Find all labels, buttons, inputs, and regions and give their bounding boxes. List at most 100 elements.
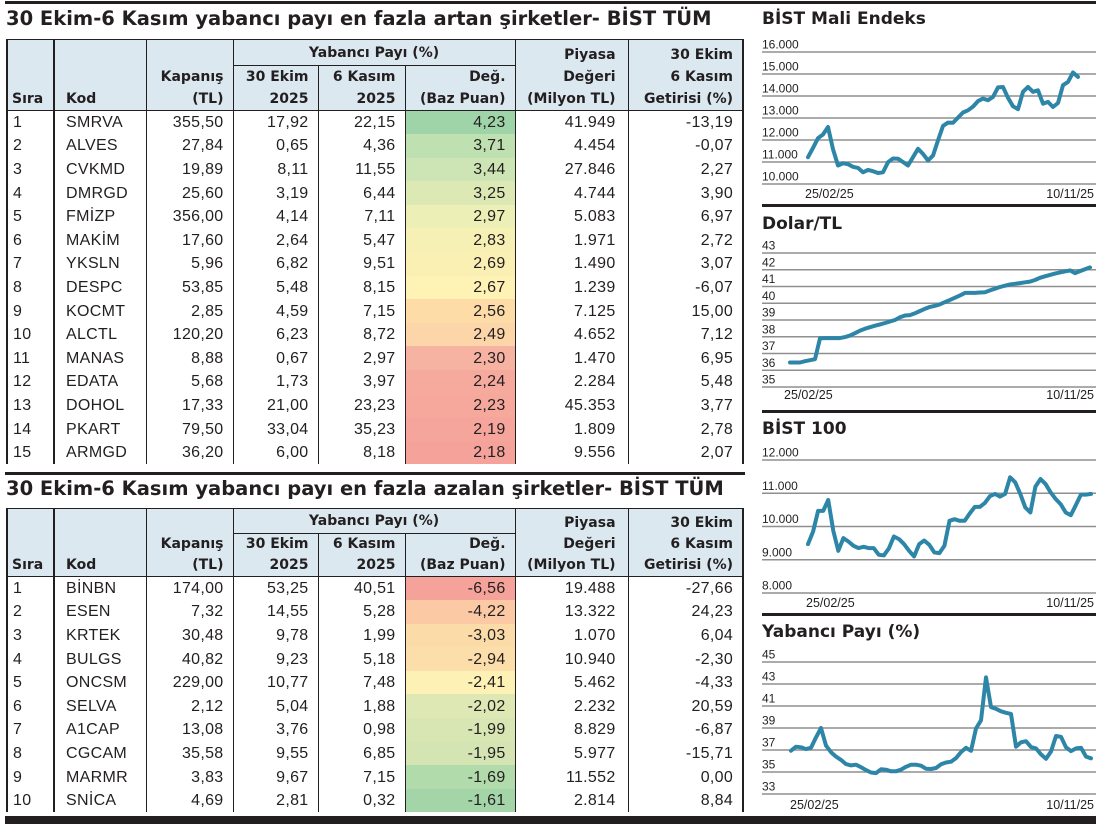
cell-ekim30: 2,81 — [232, 788, 318, 813]
cell-ekim30: 4,59 — [232, 299, 318, 323]
cell-kod: ONCSM — [53, 670, 146, 695]
cell-kasim6: 11,55 — [317, 157, 405, 182]
cell-kod: KOCMT — [53, 299, 146, 323]
y-tick-label: 11.000 — [762, 148, 798, 162]
cell-ekim30: 8,11 — [232, 157, 318, 182]
cell-sira: 4 — [13, 650, 23, 668]
cell-ekim30: 0,67 — [232, 346, 318, 371]
cell-ekim30: 0,65 — [232, 134, 318, 158]
cell-deg: -1,69 — [404, 765, 516, 789]
x-axis-end-label: 10/11/25 — [1046, 187, 1094, 201]
table-row: 7 YKSLN 5,96 6,82 9,51 2,69 1.490 3,07 — [7, 252, 744, 276]
cell-deg: 3,25 — [404, 181, 516, 205]
y-tick-label: 9.000 — [762, 545, 792, 559]
y-tick-label: 14.000 — [762, 82, 799, 96]
chart-yabanci-payi: 33 35 37 39 41 43 45 25/02/25 10/11/25 — [762, 645, 1096, 816]
table-row: 2 ESEN 7,32 14,55 5,28 -4,22 13.322 24,23 — [7, 600, 744, 624]
header-line: 30 Ekim — [245, 69, 309, 85]
cell-ekim30: 9,55 — [232, 741, 318, 766]
cell-sira: 7 — [13, 721, 23, 739]
cell-ekim30: 9,23 — [232, 647, 318, 671]
cell-deg: 2,30 — [404, 346, 516, 371]
header-yabanci-payi-label: Yabancı Payı (%) — [308, 44, 440, 61]
cell-piyasa: 45.353 — [514, 393, 629, 418]
cell-ekim30: 5,48 — [232, 275, 318, 300]
cell-kasim6: 7,15 — [317, 765, 405, 789]
cell-kod: ALCTL — [53, 322, 146, 347]
bottom-table-title: 30 Ekim-6 Kasım yabancı payı en fazla az… — [6, 477, 724, 500]
cell-kasim6: 0,98 — [317, 718, 405, 742]
cell-getiri: 2,27 — [627, 157, 744, 182]
cell-piyasa: 1.490 — [514, 252, 629, 276]
cell-deg: -2,41 — [404, 670, 516, 695]
cell-piyasa: 9.556 — [514, 440, 629, 465]
cell-kod: ARMGD — [53, 440, 146, 465]
cell-ekim30: 2,64 — [232, 228, 318, 253]
y-tick-label: 10.000 — [762, 512, 799, 526]
cell-sira: 14 — [13, 420, 32, 438]
cell-sira: 6 — [13, 231, 23, 249]
header-line: 30 Ekim — [245, 536, 309, 552]
cell-kod: DOHOL — [53, 393, 146, 418]
cell-getiri: 7,12 — [627, 322, 744, 347]
cell-kapanis: 36,20 — [145, 440, 233, 465]
y-tick-label: 13.000 — [762, 104, 799, 118]
cell-kapanis: 19,89 — [145, 157, 233, 182]
header-line: Değeri — [563, 536, 616, 552]
cell-sira: 9 — [13, 768, 23, 786]
header-line: (Milyon TL) — [527, 91, 616, 107]
cell-sira: 3 — [13, 626, 23, 644]
cell-deg: -3,03 — [404, 623, 516, 648]
cell-kasim6: 7,48 — [317, 670, 405, 695]
cell-kod: A1CAP — [53, 718, 146, 742]
y-tick-label: 8.000 — [762, 579, 792, 593]
header-6-kasim: 6 Kasım 2025 — [317, 65, 405, 111]
middle-rule — [5, 472, 745, 475]
cell-kasim6: 6,44 — [317, 181, 405, 205]
cell-kod: PKART — [53, 417, 146, 441]
cell-piyasa: 7.125 — [514, 299, 629, 323]
y-tick-label: 35 — [762, 758, 776, 772]
bottom-rule — [5, 816, 1096, 824]
cell-sira: 4 — [13, 184, 23, 202]
cell-piyasa: 13.322 — [514, 600, 629, 624]
cell-kasim6: 0,32 — [317, 788, 405, 813]
cell-getiri: 8,84 — [627, 788, 744, 813]
y-tick-label: 42 — [762, 255, 776, 269]
header-line: Kapanış — [160, 69, 224, 85]
cell-deg: 2,24 — [404, 370, 516, 394]
y-tick-label: 39 — [762, 714, 776, 728]
cell-ekim30: 6,00 — [232, 440, 318, 465]
header-yabanci-payi: Yabancı Payı (%) — [232, 508, 516, 534]
chart-dolar-tl-svg: 35 36 37 38 39 40 41 42 43 25/02/25 10/11/25 — [762, 239, 1096, 402]
cell-kasim6: 8,15 — [317, 275, 405, 300]
cell-deg: -4,22 — [404, 600, 516, 624]
chart-bist-mali: 10.000 11.000 12.000 13.000 14.000 15.000 16.0… — [762, 30, 1096, 203]
table-row: 3 CVKMD 19,89 8,11 11,55 3,44 27.846 2,27 — [7, 157, 744, 182]
cell-getiri: -0,07 — [627, 134, 744, 158]
cell-deg: 3,44 — [404, 157, 516, 182]
cell-piyasa: 4.744 — [514, 181, 629, 205]
cell-deg: 2,67 — [404, 275, 516, 300]
cell-sira: 1 — [13, 114, 23, 132]
y-tick-label: 10.000 — [762, 170, 799, 184]
header-6-kasim: 6 Kasım 2025 — [317, 533, 405, 577]
cell-ekim30: 17,92 — [232, 110, 318, 135]
header-line: 30 Ekim — [670, 47, 734, 63]
cell-sira: 12 — [13, 373, 32, 391]
table-row: 14 PKART 79,50 33,04 35,23 2,19 1.809 2,78 — [7, 417, 744, 441]
header-line: Kapanış — [160, 536, 224, 552]
cell-kod: FMİZP — [53, 204, 146, 229]
cell-kasim6: 4,36 — [317, 134, 405, 158]
x-axis-start-label: 25/02/25 — [784, 388, 833, 402]
table-row: 4 BULGS 40,82 9,23 5,18 -2,94 10.940 -2,30 — [7, 647, 744, 671]
cell-kapanis: 25,60 — [145, 181, 233, 205]
header-piyasa: Piyasa Değeri (Milyon TL) — [514, 508, 629, 577]
cell-getiri: 24,23 — [627, 600, 744, 624]
cell-kasim6: 5,28 — [317, 600, 405, 624]
y-tick-label: 12.000 — [762, 126, 799, 140]
top-table: Sıra Kod Kapanış (TL) Yabancı Payı (%) Pi… — [6, 39, 745, 465]
bist-100-series-line — [806, 475, 1093, 559]
cell-sira: 11 — [13, 349, 31, 367]
header-line: (Baz Puan) — [419, 557, 506, 573]
